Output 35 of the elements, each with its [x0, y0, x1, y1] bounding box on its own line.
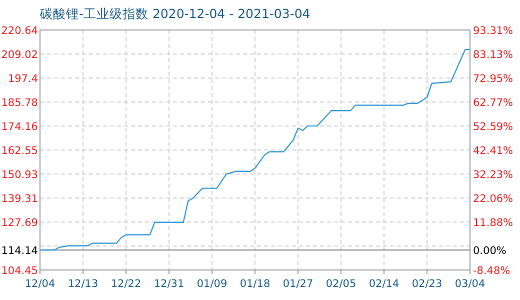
y2-tick-label: 22.06%: [473, 192, 514, 205]
y2-tick-label: 0.00%: [473, 245, 506, 258]
x-tick-label: 12/04: [24, 278, 56, 290]
y-tick-label: 114.14: [1, 244, 38, 257]
x-tick-label: 12/13: [68, 278, 98, 290]
chart-title: 碳酸锂-工业级指数 2020-12-04 - 2021-03-04: [39, 6, 310, 21]
y2-tick-label: 32.23%: [473, 169, 514, 182]
x-tick-label: 02/23: [412, 278, 442, 290]
y-tick-label: 197.4: [8, 73, 38, 86]
y2-tick-label: 83.13%: [473, 49, 514, 61]
y2-tick-label: 42.41%: [473, 145, 514, 158]
x-tick-label: 01/09: [196, 278, 228, 290]
y2-tick-label: 93.31%: [473, 25, 514, 37]
x-tick-label: 02/05: [326, 278, 356, 290]
y2-tick-label: 52.59%: [473, 121, 514, 134]
y2-tick-label: -8.48%: [473, 265, 510, 277]
x-tick-label: 01/27: [282, 278, 314, 290]
x-tick-label: 12/22: [110, 278, 142, 290]
y-tick-label: 220.64: [1, 25, 38, 37]
y-tick-label: 104.45: [1, 265, 38, 277]
y-tick-label: 174.16: [1, 121, 38, 134]
x-tick-label: 12/31: [154, 278, 184, 290]
line-series: [39, 48, 471, 251]
y2-tick-label: 62.77%: [473, 97, 514, 110]
x-tick-label: 03/04: [454, 278, 486, 290]
y2-tick-label: 72.95%: [473, 73, 514, 86]
y-tick-label: 150.93: [1, 168, 38, 181]
y-tick-label: 185.78: [1, 97, 38, 110]
x-tick-label: 01/18: [240, 278, 270, 290]
y-tick-label: 162.55: [1, 144, 38, 157]
y-tick-label: 209.02: [1, 49, 38, 61]
y-tick-label: 139.31: [1, 192, 38, 205]
x-tick-label: 02/14: [368, 278, 400, 290]
y-tick-label: 127.69: [1, 216, 38, 229]
y2-tick-label: 11.88%: [473, 216, 514, 229]
